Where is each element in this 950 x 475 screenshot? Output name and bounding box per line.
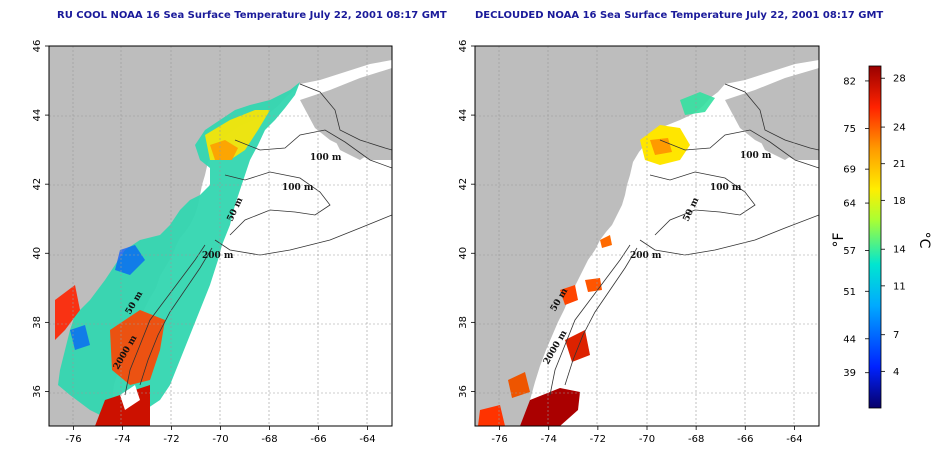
colorbar-unit-f: °F bbox=[831, 232, 847, 247]
right-contour-label: 100 m bbox=[740, 151, 772, 161]
right-x-tick-label: -72 bbox=[590, 434, 606, 445]
left-y-tick-label: 46 bbox=[32, 40, 43, 53]
colorbar-c-tick-label: 21 bbox=[893, 159, 906, 170]
colorbar-c-tick-label: 11 bbox=[893, 281, 906, 292]
left-x-tick-label: -74 bbox=[114, 434, 130, 445]
left-contours bbox=[124, 83, 392, 396]
right-x-tick-label: -66 bbox=[737, 434, 753, 445]
colorbar-c-tick-label: 14 bbox=[893, 245, 906, 256]
right-x-tick-label: -64 bbox=[786, 434, 802, 445]
left-y-tick-label: 38 bbox=[32, 316, 43, 329]
right-y-tick-label: 36 bbox=[458, 385, 469, 398]
left-y-tick-label: 36 bbox=[32, 385, 43, 398]
left-x-axis: -76 -74 -72 -70 -68 -66 -64 bbox=[65, 426, 376, 445]
left-x-tick-label: -72 bbox=[163, 434, 179, 445]
right-x-tick-label: -70 bbox=[639, 434, 655, 445]
right-contour-label: 200 m bbox=[630, 251, 662, 261]
left-x-tick-label: -76 bbox=[65, 434, 81, 445]
right-contours bbox=[549, 83, 819, 396]
left-y-tick-label: 42 bbox=[32, 178, 43, 191]
right-x-tick-label: -76 bbox=[491, 434, 507, 445]
colorbar-f-tick-label: 75 bbox=[843, 124, 856, 135]
right-y-tick-label: 38 bbox=[458, 316, 469, 329]
left-x-tick-label: -66 bbox=[310, 434, 326, 445]
left-x-tick-label: -70 bbox=[212, 434, 228, 445]
colorbar-c-tick-label: 28 bbox=[893, 74, 906, 85]
right-y-tick-label: 42 bbox=[458, 178, 469, 191]
left-y-axis: 36 38 40 42 44 46 bbox=[32, 40, 49, 398]
colorbar-c-tick-label: 4 bbox=[893, 367, 899, 378]
colorbar-f-tick-label: 44 bbox=[843, 334, 856, 345]
left-x-tick-label: -68 bbox=[261, 434, 277, 445]
left-y-tick-label: 44 bbox=[32, 109, 43, 122]
colorbar-c-tick-label: 24 bbox=[893, 123, 906, 134]
right-y-tick-label: 40 bbox=[458, 247, 469, 260]
left-map: 100 m 100 m 50 m 200 m 50 m 2000 m -76 -7… bbox=[32, 40, 393, 445]
right-land bbox=[475, 46, 819, 426]
left-x-tick-label: -64 bbox=[359, 434, 375, 445]
left-y-tick-label: 40 bbox=[32, 247, 43, 260]
right-y-tick-label: 46 bbox=[458, 40, 469, 53]
colorbar-f-tick-label: 64 bbox=[843, 199, 856, 210]
colorbar: 82 75 69 64 57 51 44 39 28 24 21 18 14 11 7 4 °F °C bbox=[831, 65, 932, 409]
right-x-tick-label: -74 bbox=[541, 434, 557, 445]
left-grid bbox=[49, 46, 392, 426]
right-contour-label: 100 m bbox=[710, 183, 742, 193]
right-x-axis: -76 -74 -72 -70 -68 -66 -64 bbox=[491, 426, 803, 445]
left-contour-label: 100 m bbox=[310, 153, 342, 163]
colorbar-f-tick-label: 57 bbox=[843, 246, 856, 257]
left-panel-title: RU COOL NOAA 16 Sea Surface Temperature … bbox=[57, 10, 447, 21]
left-contour-label: 100 m bbox=[282, 183, 314, 193]
right-x-tick-label: -68 bbox=[688, 434, 704, 445]
colorbar-gradient bbox=[868, 65, 882, 409]
colorbar-c-tick-label: 7 bbox=[893, 330, 899, 341]
colorbar-c-tick-label: 18 bbox=[893, 196, 906, 207]
colorbar-unit-c: °C bbox=[916, 232, 932, 249]
right-y-tick-label: 44 bbox=[458, 109, 469, 122]
colorbar-f-tick-label: 39 bbox=[843, 368, 856, 379]
right-grid bbox=[475, 46, 819, 426]
right-y-axis: 36 38 40 42 44 46 bbox=[458, 40, 475, 398]
right-panel-title: DECLOUDED NOAA 16 Sea Surface Temperatur… bbox=[475, 10, 884, 21]
left-land bbox=[49, 46, 392, 426]
right-map: 100 m 100 m 50 m 200 m 50 m 2000 m -76 -7… bbox=[458, 40, 820, 445]
colorbar-f-tick-label: 69 bbox=[843, 165, 856, 176]
left-contour-label: 200 m bbox=[202, 251, 234, 261]
colorbar-f-tick-label: 82 bbox=[843, 76, 856, 87]
colorbar-f-tick-label: 51 bbox=[843, 287, 856, 298]
